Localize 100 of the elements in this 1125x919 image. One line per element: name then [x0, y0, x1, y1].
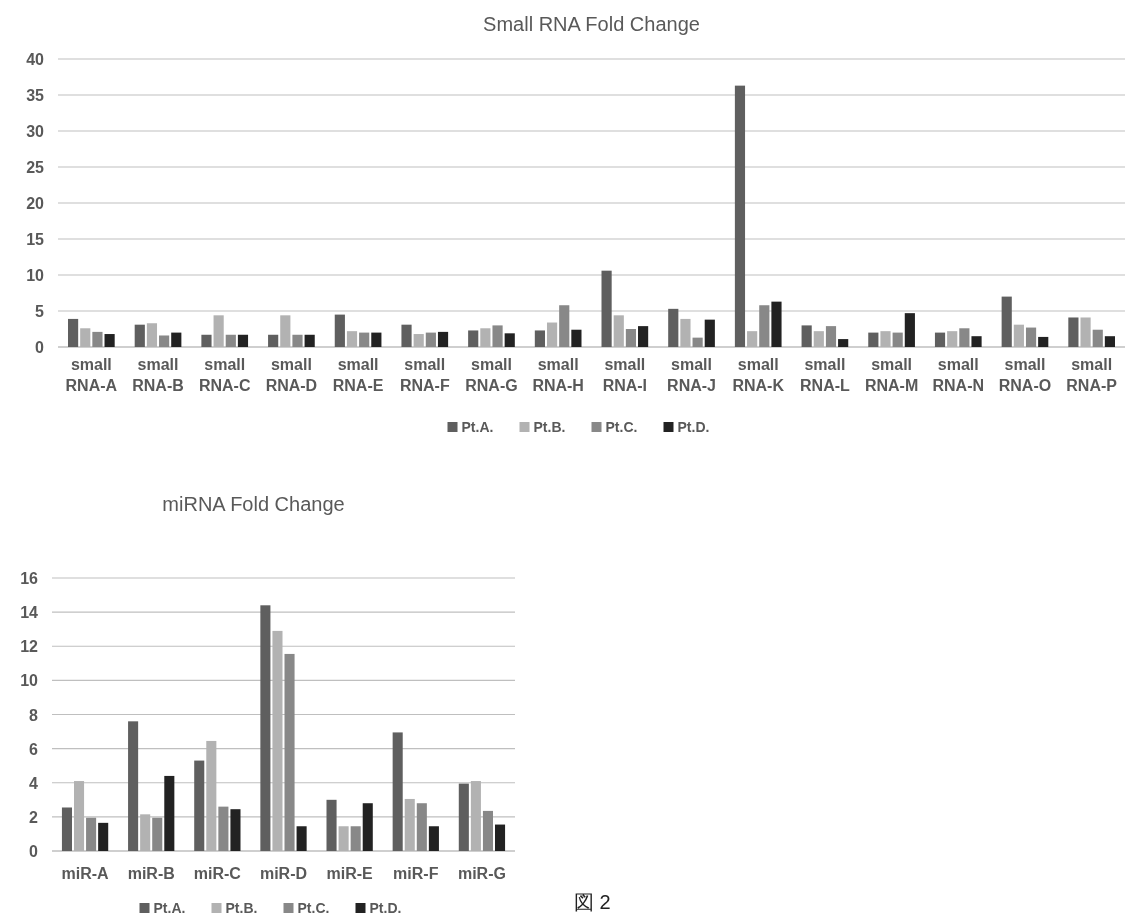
- bar: [284, 653, 295, 851]
- x-tick-label: miR-B: [127, 865, 175, 882]
- legend-label: Pt.B.: [225, 900, 258, 916]
- x-tick-label: small RNA-I: [602, 356, 648, 394]
- bar: [268, 334, 279, 347]
- bar: [392, 732, 403, 851]
- x-tick-label: miR-E: [326, 865, 374, 882]
- bar: [346, 331, 358, 347]
- y-tick-label: 5: [35, 303, 45, 320]
- legend-label: Pt.A.: [461, 419, 494, 435]
- bar: [140, 814, 151, 851]
- bar: [146, 323, 158, 347]
- x-tick-label: small RNA-C: [198, 356, 251, 394]
- chart-title: Small RNA Fold Change: [483, 13, 700, 35]
- bar: [495, 824, 506, 851]
- bar: [413, 334, 424, 347]
- bar: [934, 332, 946, 347]
- x-tick-label: small RNA-B: [132, 356, 184, 394]
- y-tick-label: 2: [29, 808, 39, 826]
- bar: [74, 781, 85, 851]
- bar: [194, 760, 205, 851]
- bar: [338, 826, 349, 851]
- y-tick-label: 20: [26, 195, 45, 212]
- bar: [230, 809, 241, 851]
- x-tick-label: miR-C: [193, 865, 242, 882]
- y-tick-label: 25: [26, 159, 45, 176]
- bar: [104, 334, 115, 347]
- bar: [470, 781, 481, 851]
- bar: [428, 826, 439, 851]
- x-tick-label: small RNA-A: [65, 356, 118, 394]
- bar: [625, 329, 637, 347]
- y-tick-label: 15: [26, 231, 45, 248]
- bar: [492, 325, 503, 347]
- legend-label: Pt.C.: [297, 900, 330, 916]
- bar: [880, 331, 891, 347]
- bar: [482, 810, 493, 851]
- x-tick-label: miR-D: [259, 865, 308, 882]
- bar: [134, 324, 145, 347]
- bar: [458, 783, 469, 851]
- x-tick-label: small RNA-P: [1066, 356, 1118, 394]
- bar: [201, 334, 212, 347]
- x-tick-label: miR-A: [61, 865, 110, 882]
- bar: [92, 331, 103, 347]
- bar: [304, 334, 315, 347]
- legend-label: Pt.A.: [153, 900, 186, 916]
- bar: [225, 334, 236, 347]
- bar: [813, 331, 824, 347]
- y-tick-label: 6: [29, 740, 39, 758]
- legend-label: Pt.D.: [369, 900, 402, 916]
- bar: [825, 326, 837, 347]
- bar: [61, 807, 72, 851]
- bar: [480, 328, 491, 347]
- x-tick-label: miR-G: [457, 865, 506, 882]
- bar: [350, 826, 361, 851]
- bar: [171, 332, 182, 347]
- x-tick-label: small RNA-G: [465, 356, 518, 394]
- bar: [296, 826, 307, 851]
- bar: [425, 332, 436, 347]
- x-tick-label: small RNA-O: [998, 356, 1052, 394]
- bar: [280, 315, 291, 347]
- x-tick-label: small RNA-K: [732, 356, 785, 394]
- bar: [668, 308, 679, 347]
- y-tick-label: 16: [20, 570, 39, 587]
- bar: [638, 326, 649, 347]
- y-tick-label: 4: [29, 774, 39, 792]
- y-tick-label: 35: [26, 87, 45, 104]
- bar: [868, 332, 879, 347]
- bar: [334, 314, 345, 347]
- bar: [401, 324, 412, 347]
- bar: [371, 332, 382, 347]
- bar: [1080, 317, 1091, 347]
- bar: [559, 305, 570, 347]
- bar: [759, 305, 770, 347]
- x-tick-label: small RNA-E: [332, 356, 384, 394]
- bar: [504, 333, 515, 347]
- bar: [68, 318, 79, 347]
- legend-label: Pt.B.: [533, 419, 566, 435]
- y-tick-label: 30: [26, 123, 45, 140]
- bar: [468, 330, 479, 347]
- x-tick-label: miR-F: [393, 865, 439, 882]
- chart-title: miRNA Fold Change: [162, 493, 345, 515]
- bar: [904, 313, 915, 347]
- x-tick-label: small RNA-N: [932, 356, 985, 394]
- bar: [359, 332, 370, 347]
- bar: [680, 318, 691, 347]
- bar: [1001, 296, 1012, 347]
- bar: [260, 605, 271, 851]
- bar: [159, 335, 170, 347]
- bar: [292, 334, 303, 347]
- bar: [218, 806, 229, 851]
- bar: [959, 328, 970, 347]
- y-tick-label: 40: [26, 51, 45, 68]
- x-tick-label: small RNA-L: [800, 356, 851, 394]
- bar: [534, 330, 545, 347]
- bar: [164, 775, 175, 851]
- bar: [613, 315, 624, 347]
- y-tick-label: 10: [26, 267, 45, 284]
- y-tick-label: 8: [29, 706, 39, 724]
- bar: [1104, 336, 1115, 347]
- bar: [80, 328, 91, 347]
